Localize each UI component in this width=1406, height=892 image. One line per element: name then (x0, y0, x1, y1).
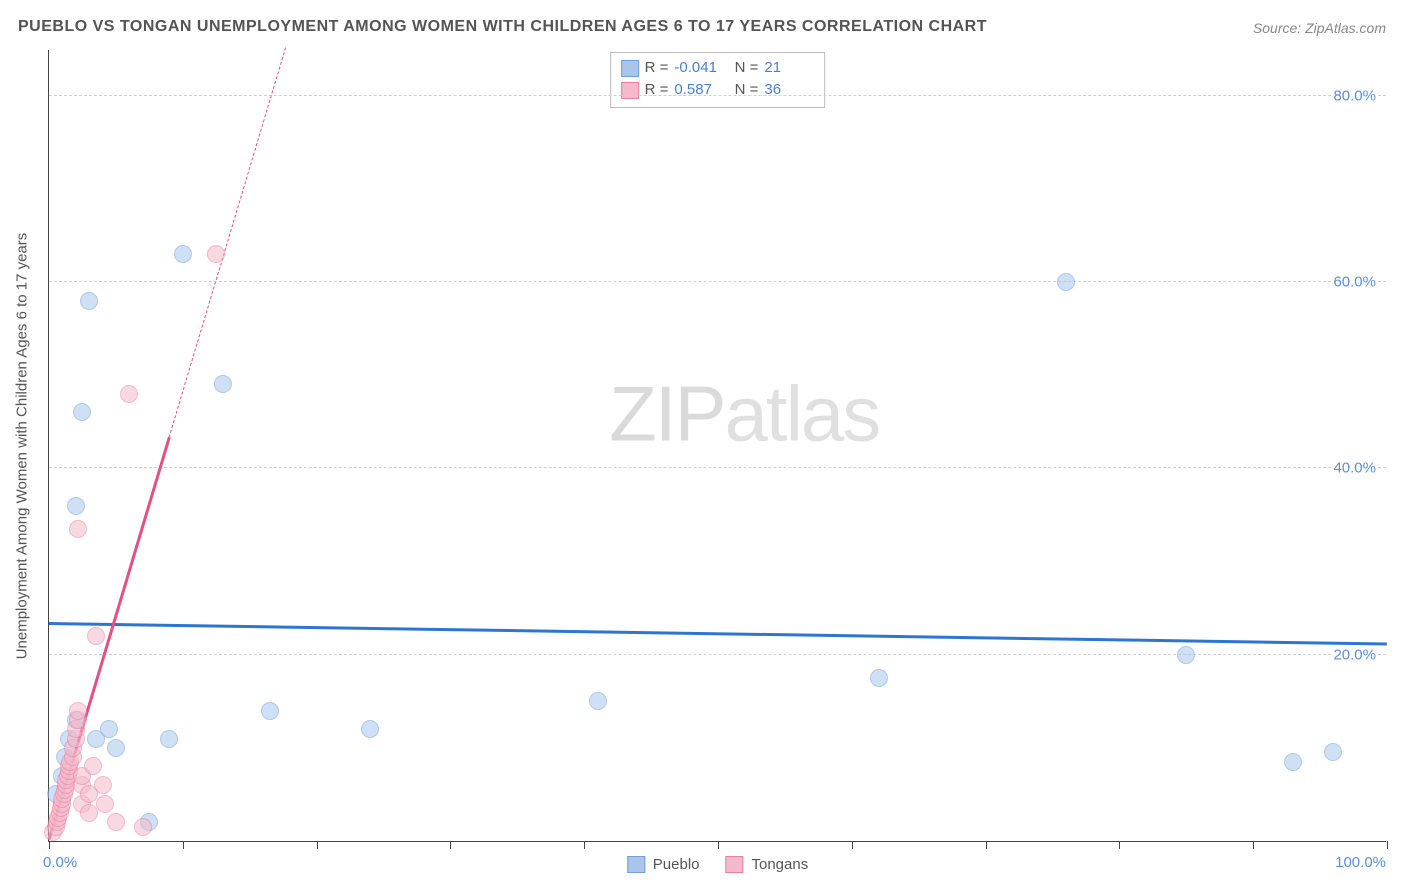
stat-label-n: N = (730, 57, 758, 79)
data-point (87, 627, 105, 645)
stat-label-r: R = (645, 79, 669, 101)
legend: Pueblo Tongans (627, 856, 808, 873)
x-axis-label-max: 100.0% (1335, 854, 1386, 871)
x-tick (1119, 841, 1120, 849)
data-point (100, 720, 118, 738)
x-tick (986, 841, 987, 849)
data-point (361, 720, 379, 738)
stat-label-r: R = (645, 57, 669, 79)
legend-label: Tongans (752, 856, 809, 873)
watermark-text-b: atlas (725, 369, 880, 457)
data-point (589, 692, 607, 710)
data-point (120, 385, 138, 403)
data-point (73, 403, 91, 421)
data-point (67, 497, 85, 515)
legend-item: Pueblo (627, 856, 700, 873)
data-point (107, 739, 125, 757)
stats-row: R =0.587 N = 36 (621, 79, 815, 101)
gridline (49, 281, 1386, 282)
watermark: ZIPatlas (609, 368, 879, 459)
data-point (134, 818, 152, 836)
data-point (160, 730, 178, 748)
y-axis-label: 20.0% (1331, 646, 1378, 663)
y-axis-label: 60.0% (1331, 273, 1378, 290)
legend-label: Pueblo (653, 856, 700, 873)
watermark-text-a: ZIP (609, 369, 724, 457)
data-point (80, 292, 98, 310)
series-swatch (621, 82, 639, 99)
source-attribution: Source: ZipAtlas.com (1253, 20, 1386, 36)
stats-row: R =-0.041 N = 21 (621, 57, 815, 79)
data-point (261, 702, 279, 720)
y-axis-label: 80.0% (1331, 87, 1378, 104)
x-axis-label-min: 0.0% (43, 854, 77, 871)
x-tick (718, 841, 719, 849)
y-axis-title: Unemployment Among Women with Children A… (14, 233, 31, 660)
x-tick (49, 841, 50, 849)
data-point (1284, 753, 1302, 771)
data-point (107, 813, 125, 831)
stat-value-r: 0.587 (674, 79, 724, 101)
data-point (69, 702, 87, 720)
chart-title: PUEBLO VS TONGAN UNEMPLOYMENT AMONG WOME… (18, 18, 987, 36)
x-tick (852, 841, 853, 849)
x-tick (183, 841, 184, 849)
stat-value-n: 21 (764, 57, 814, 79)
trend-line (49, 622, 1387, 645)
gridline (49, 95, 1386, 96)
data-point (1324, 743, 1342, 761)
series-swatch (621, 60, 639, 77)
stat-value-n: 36 (764, 79, 814, 101)
x-tick (584, 841, 585, 849)
data-point (69, 520, 87, 538)
x-tick (317, 841, 318, 849)
plot-area: ZIPatlas R =-0.041 N =21R =0.587 N =36 P… (48, 50, 1386, 842)
stat-value-r: -0.041 (674, 57, 724, 79)
data-point (214, 375, 232, 393)
data-point (1057, 273, 1075, 291)
correlation-stats-box: R =-0.041 N = 21 R =0.587 N = 36 (610, 52, 826, 108)
data-point (84, 757, 102, 775)
x-tick (1387, 841, 1388, 849)
data-point (1177, 646, 1195, 664)
x-tick (1253, 841, 1254, 849)
legend-item: Tongans (726, 856, 809, 873)
stat-label-n: N = (730, 79, 758, 101)
data-point (870, 669, 888, 687)
legend-swatch (627, 856, 645, 873)
data-point (94, 776, 112, 794)
y-axis-label: 40.0% (1331, 460, 1378, 477)
gridline (49, 467, 1386, 468)
x-tick (450, 841, 451, 849)
data-point (80, 804, 98, 822)
legend-swatch (726, 856, 744, 873)
data-point (207, 245, 225, 263)
data-point (174, 245, 192, 263)
data-point (96, 795, 114, 813)
